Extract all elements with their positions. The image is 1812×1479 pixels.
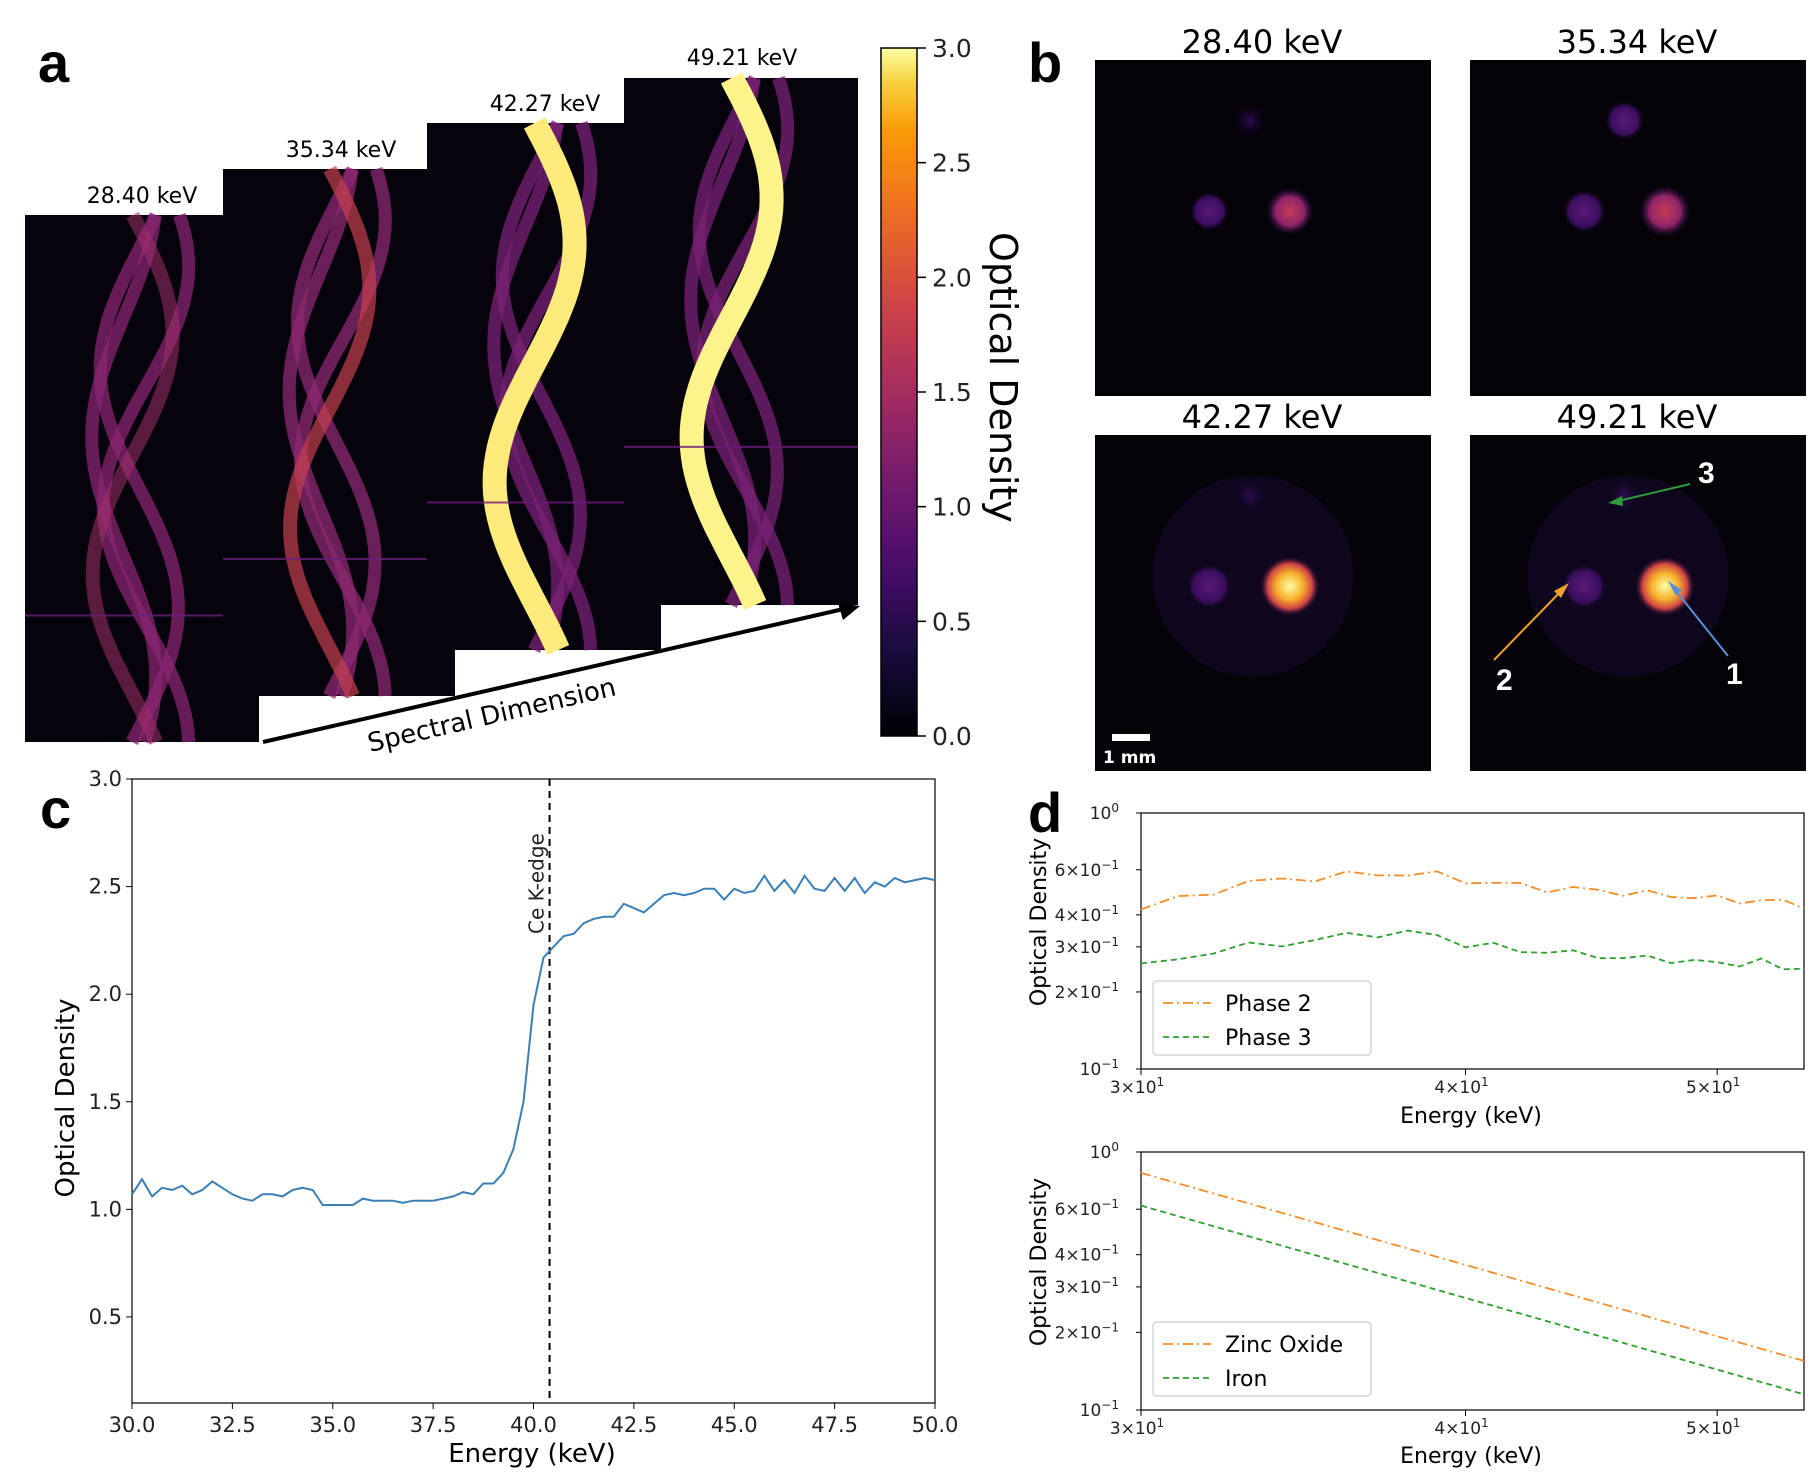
panel-c-xtick-label: 42.5 <box>610 1413 657 1437</box>
annotation-label-1: 1 <box>1726 658 1743 691</box>
panel-letter-a: a <box>38 31 70 94</box>
reconstruction-4 <box>1470 435 1806 771</box>
panel-d-bottom-xlabel: Energy (keV) <box>1400 1444 1542 1469</box>
reconstruction-3 <box>1095 435 1431 771</box>
panel-d-top-xlabel: Energy (keV) <box>1400 1104 1542 1129</box>
colorbar <box>881 48 917 736</box>
panel-d-bottom-ytick-label: 3×10−1 <box>1055 1275 1119 1298</box>
phase-1-blob <box>1639 185 1691 237</box>
annotation-label-3: 3 <box>1698 457 1715 490</box>
annotation-label-2: 2 <box>1496 664 1513 697</box>
phase-3-blob <box>1231 101 1269 139</box>
sinogram-label-2: 35.34 keV <box>286 138 397 163</box>
colorbar-tick-label: 0.0 <box>932 722 972 751</box>
panel-d-top-ytick-label: 4×10−1 <box>1055 903 1119 926</box>
phase-3-blob <box>1229 474 1271 516</box>
panel-d-top-chart: 3×101 4×101 5×101 10−1 2×10−1 3×10−1 4×10−1 6×1… <box>1055 801 1804 1098</box>
panel-c-ytick-label: 1.0 <box>89 1197 122 1221</box>
phase-3-blob <box>1605 100 1645 140</box>
panel-letter-c: c <box>40 777 71 840</box>
recon-label-1: 28.40 keV <box>1182 23 1343 61</box>
panel-d-top-ytick-label: 100 <box>1090 801 1119 824</box>
panel-letter-d: d <box>1028 781 1062 844</box>
panel-c-xtick-label: 30.0 <box>109 1413 156 1437</box>
phase-2-blob <box>1189 191 1229 231</box>
phase-1-blob <box>1260 556 1320 616</box>
sinogram-background <box>223 169 455 696</box>
panel-c-chart: 30.0 32.5 35.0 37.5 40.0 42.5 45.0 47.5 50.0 0.5 1… <box>89 767 959 1437</box>
panel-d-bottom-ylabel: Optical Density <box>1027 1178 1052 1346</box>
panel-d-bottom-legend-label: Zinc Oxide <box>1225 1333 1343 1358</box>
panel-letter-b: b <box>1028 31 1062 94</box>
panel-c-ytick-label: 3.0 <box>89 767 122 791</box>
panel-d-top-legend-label: Phase 2 <box>1225 992 1312 1017</box>
panel-c-xlabel: Energy (keV) <box>448 1439 616 1469</box>
colorbar-title: Optical Density <box>981 232 1025 523</box>
colorbar-tick-label: 3.0 <box>932 34 972 63</box>
panel-d-bottom-xtick-label: 5×101 <box>1686 1416 1740 1439</box>
panel-d-bottom-ytick-label: 4×10−1 <box>1055 1243 1119 1266</box>
panel-c-ytick-label: 0.5 <box>89 1305 122 1329</box>
panel-c-ytick-label: 2.0 <box>89 982 122 1006</box>
panel-d-top-legend-label: Phase 3 <box>1225 1026 1312 1051</box>
colorbar-ticks: 0.0 0.5 1.0 1.5 2.0 2.5 3.0 <box>917 34 972 751</box>
scale-bar-label: 1 mm <box>1103 748 1156 768</box>
panel-d-bottom-ytick-label: 10−1 <box>1080 1398 1119 1421</box>
panel-d-top-ytick-label: 10−1 <box>1080 1057 1119 1080</box>
panel-c-ytick-label: 1.5 <box>89 1090 122 1114</box>
panel-d-top-xtick-label: 4×101 <box>1434 1075 1488 1098</box>
panel-c-xtick-label: 47.5 <box>811 1413 858 1437</box>
panel-c-xtick-label: 32.5 <box>209 1413 256 1437</box>
sinogram-background <box>624 78 858 605</box>
colorbar-tick-label: 1.0 <box>932 493 972 522</box>
sinogram-label-3: 42.27 keV <box>490 92 601 117</box>
panel-d-bottom-xtick-label: 4×101 <box>1434 1416 1488 1439</box>
recon-label-4: 49.21 keV <box>1557 398 1718 436</box>
panel-c-xtick-label: 35.0 <box>309 1413 356 1437</box>
ce-k-edge-label: Ce K-edge <box>525 833 549 934</box>
panel-d-bottom-ytick-label: 6×10−1 <box>1055 1197 1119 1220</box>
panel-c-xtick-label: 45.0 <box>711 1413 758 1437</box>
phase-1-blob <box>1635 556 1695 616</box>
colorbar-tick-label: 1.5 <box>932 378 972 407</box>
panel-d-bottom-ytick-label: 2×10−1 <box>1055 1320 1119 1343</box>
sinogram-4 <box>624 78 858 605</box>
reconstruction-2 <box>1470 60 1806 396</box>
panel-c-xtick-label: 37.5 <box>410 1413 457 1437</box>
sinogram-label-4: 49.21 keV <box>687 46 798 71</box>
panel-d-top-xtick-label: 5×101 <box>1686 1075 1740 1098</box>
panel-d-top-ytick-label: 2×10−1 <box>1055 980 1119 1003</box>
scale-bar <box>1112 734 1150 741</box>
panel-c-xtick-label: 50.0 <box>912 1413 959 1437</box>
phase-1-blob <box>1266 187 1314 235</box>
colorbar-tick-label: 0.5 <box>932 607 972 636</box>
panel-d-bottom-legend-label: Iron <box>1225 1367 1267 1392</box>
panel-d-bottom-chart: 3×101 4×101 5×101 10−1 2×10−1 3×10−1 4×10−1 6×1… <box>1055 1140 1804 1439</box>
phase-2-blob <box>1561 563 1607 609</box>
panel-d-top-series-1 <box>1141 871 1804 909</box>
panel-c-ylabel: Optical Density <box>51 999 81 1198</box>
panel-c-xtick-label: 40.0 <box>510 1413 557 1437</box>
recon-label-3: 42.27 keV <box>1182 398 1343 436</box>
reconstruction-1 <box>1095 60 1431 396</box>
panel-d-top-ylabel: Optical Density <box>1027 838 1052 1006</box>
panel-d-bottom-ytick-label: 100 <box>1090 1140 1119 1163</box>
sinogram-2 <box>223 169 455 696</box>
colorbar-tick-label: 2.5 <box>932 149 972 178</box>
phase-2-blob <box>1562 189 1606 233</box>
panel-d-bottom-xtick-label: 3×101 <box>1110 1416 1164 1439</box>
sinogram-label-1: 28.40 keV <box>87 184 198 209</box>
colorbar-tick-label: 2.0 <box>932 263 972 292</box>
panel-c-ytick-label: 2.5 <box>89 875 122 899</box>
panel-d-top-xtick-label: 3×101 <box>1110 1075 1164 1098</box>
panel-d-top-ytick-label: 3×10−1 <box>1055 935 1119 958</box>
panel-a-sinograms <box>25 78 858 742</box>
recon-label-2: 35.34 keV <box>1557 23 1718 61</box>
panel-d-top-ytick-label: 6×10−1 <box>1055 858 1119 881</box>
panel-d-top-series-2 <box>1141 931 1804 970</box>
phase-2-blob <box>1186 563 1232 609</box>
